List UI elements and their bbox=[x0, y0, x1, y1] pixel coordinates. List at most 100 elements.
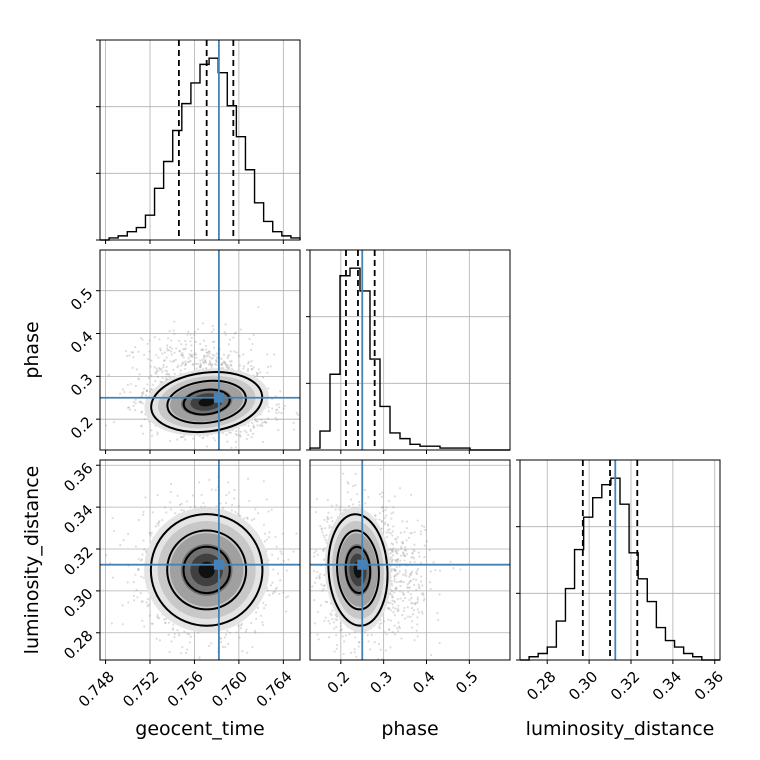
scatter-point bbox=[260, 418, 263, 421]
scatter-point bbox=[390, 548, 393, 552]
scatter-point bbox=[377, 642, 381, 645]
scatter-point bbox=[223, 361, 226, 364]
scatter-point bbox=[335, 615, 338, 619]
scatter-point bbox=[126, 581, 129, 584]
scatter-point bbox=[201, 358, 204, 361]
scatter-point bbox=[166, 337, 170, 340]
scatter-point bbox=[378, 492, 381, 496]
scatter-point bbox=[398, 625, 401, 628]
scatter-point bbox=[401, 541, 405, 545]
scatter-point bbox=[225, 366, 228, 369]
scatter-point bbox=[343, 640, 346, 643]
scatter-point bbox=[398, 580, 401, 583]
scatter-point bbox=[390, 589, 393, 592]
scatter-point bbox=[334, 613, 337, 616]
scatter-point bbox=[168, 329, 171, 333]
scatter-point bbox=[170, 353, 173, 356]
scatter-point bbox=[211, 324, 214, 328]
scatter-point bbox=[323, 619, 326, 623]
scatter-point bbox=[335, 504, 338, 507]
scatter-point bbox=[396, 536, 399, 539]
scatter-point bbox=[180, 354, 184, 357]
scatter-point bbox=[328, 524, 331, 527]
scatter-point bbox=[374, 514, 377, 517]
scatter-point bbox=[264, 420, 267, 424]
scatter-point bbox=[420, 580, 423, 583]
hist-panel-phase bbox=[306, 249, 511, 454]
scatter-point bbox=[271, 553, 274, 556]
scatter-point bbox=[390, 582, 393, 585]
scatter-point bbox=[187, 357, 190, 360]
scatter-point bbox=[182, 348, 185, 351]
scatter-point bbox=[316, 570, 319, 574]
scatter-point bbox=[339, 625, 343, 628]
scatter-point bbox=[166, 347, 169, 350]
scatter-point bbox=[252, 366, 255, 369]
scatter-point bbox=[269, 365, 272, 368]
scatter-point bbox=[215, 356, 219, 359]
injected-marker bbox=[213, 392, 224, 403]
scatter-point bbox=[393, 578, 396, 581]
scatter-point bbox=[416, 598, 419, 601]
scatter-point bbox=[139, 336, 143, 340]
scatter-point bbox=[230, 503, 234, 506]
scatter-point bbox=[335, 647, 338, 650]
scatter-point bbox=[253, 426, 256, 429]
scatter-point bbox=[391, 559, 394, 562]
y-tick-label-luminosity_distance: 0.36 bbox=[60, 459, 96, 495]
scatter-point bbox=[135, 368, 138, 371]
scatter-point bbox=[380, 495, 383, 498]
scatter-point bbox=[169, 346, 172, 349]
scatter-point bbox=[391, 530, 395, 533]
scatter-point bbox=[400, 545, 403, 549]
scatter-point bbox=[430, 653, 433, 657]
scatter-point bbox=[186, 333, 189, 336]
scatter-point bbox=[247, 360, 250, 364]
scatter-point bbox=[262, 523, 265, 526]
scatter-point bbox=[148, 339, 151, 342]
scatter-point bbox=[188, 360, 191, 363]
y-tick-label-phase: 0.5 bbox=[67, 284, 97, 314]
scatter-point bbox=[185, 500, 188, 503]
scatter-point bbox=[242, 367, 245, 370]
scatter-point bbox=[257, 676, 259, 678]
scatter-point bbox=[403, 559, 406, 562]
scatter-point bbox=[354, 636, 357, 639]
scatter-point bbox=[220, 363, 223, 366]
scatter-point bbox=[285, 569, 288, 572]
scatter-point bbox=[137, 377, 140, 380]
scatter-point bbox=[227, 364, 230, 367]
scatter-point bbox=[357, 645, 360, 648]
scatter-point bbox=[181, 362, 184, 365]
scatter-point bbox=[169, 350, 173, 353]
scatter-point bbox=[173, 372, 176, 375]
scatter-point bbox=[212, 437, 215, 440]
scatter-point bbox=[410, 532, 413, 535]
scatter-point bbox=[401, 542, 404, 545]
scatter-point bbox=[196, 362, 199, 365]
scatter-point bbox=[370, 633, 373, 636]
scatter-point bbox=[161, 518, 164, 522]
scatter-point bbox=[335, 634, 338, 637]
scatter-point bbox=[233, 332, 236, 335]
scatter-point bbox=[396, 552, 399, 555]
scatter-point bbox=[172, 329, 175, 332]
y-tick-label-phase: 0.3 bbox=[67, 370, 97, 400]
contour-line bbox=[149, 513, 264, 627]
scatter-point bbox=[142, 387, 146, 390]
scatter-point bbox=[316, 633, 319, 636]
scatter-point bbox=[201, 349, 205, 352]
scatter-point bbox=[181, 353, 185, 357]
scatter-point bbox=[210, 364, 214, 367]
scatter-point bbox=[295, 411, 298, 414]
scatter-point bbox=[391, 550, 395, 553]
scatter-point bbox=[227, 481, 230, 484]
scatter-point bbox=[397, 549, 400, 552]
scatter-point bbox=[392, 511, 395, 514]
scatter-point bbox=[306, 551, 308, 553]
scatter-point bbox=[201, 322, 204, 325]
scatter-point bbox=[176, 366, 179, 369]
axes-frame bbox=[99, 39, 301, 241]
scatter-point bbox=[198, 656, 201, 659]
scatter-point bbox=[134, 573, 137, 576]
